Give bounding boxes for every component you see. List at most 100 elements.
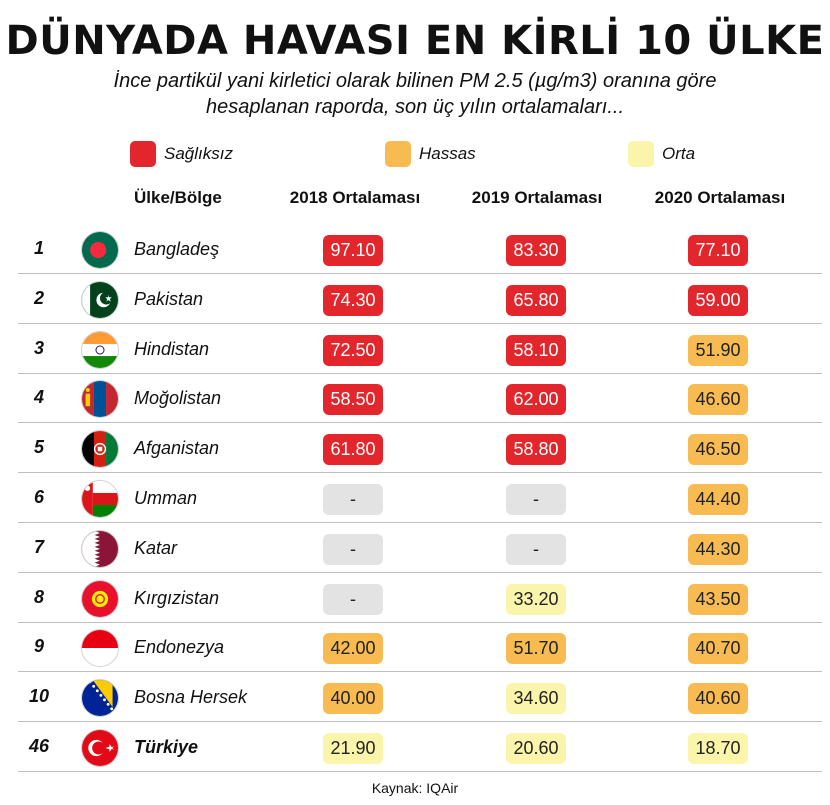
- bangladesh-flag-icon: [81, 231, 119, 269]
- subtitle-line-2: hesaplanan raporda, son üç yılın ortalam…: [205, 96, 625, 118]
- rank-number: 2: [33, 287, 44, 308]
- table-row: 10 Bosna Hersek 40.00 34.60 40.60: [18, 672, 822, 723]
- table-row: 8 Kırgızistan - 33.20 43.50: [18, 573, 822, 623]
- table-row: 2 Pakistan 74.30 65.80 59.00: [18, 274, 822, 324]
- header-2018: 2018 Ortalaması: [289, 188, 421, 207]
- table-row: 6 Umman - - 44.40: [18, 473, 822, 523]
- country-name: Endonezya: [134, 637, 225, 658]
- value-2018: 97.10: [323, 235, 383, 266]
- country-name: Hindistan: [134, 338, 210, 359]
- row-divider: [18, 273, 822, 274]
- source-note: Kaynak: IQAir: [371, 780, 459, 796]
- table-row: 3 Hindistan 72.50 58.10 51.90: [18, 324, 822, 374]
- table-row: 9 Endonezya 42.00 51.70 40.70: [18, 622, 822, 673]
- value-2019: -: [506, 484, 566, 515]
- table-row: 46 Türkiye 21.90 20.60 18.70: [18, 722, 822, 772]
- value-2019: 51.70: [506, 633, 566, 665]
- page-title: DÜNYADA HAVASI EN KİRLİ 10 ÜLKE: [5, 18, 825, 64]
- subtitle-line-1: İnce partikül yani kirletici olarak bili…: [113, 70, 717, 92]
- value-2020: 44.30: [688, 533, 748, 565]
- rank-number: 46: [28, 736, 50, 756]
- india-flag-icon: [81, 330, 119, 369]
- legend-item-sensitive: Hassas: [385, 140, 476, 168]
- country-name: Umman: [134, 488, 198, 508]
- table-row: 5 Afganistan 61.80 58.80 46.50: [18, 423, 822, 474]
- row-divider: [18, 422, 822, 424]
- rank-number: 3: [33, 337, 44, 358]
- table-row: 1 Bangladeş 97.10 83.30 77.10: [18, 224, 822, 274]
- value-2018: 21.90: [323, 733, 383, 764]
- legend-item-unhealthy: Sağlıksız: [130, 140, 233, 168]
- rank-number: 6: [33, 487, 44, 507]
- country-name: Moğolistan: [134, 388, 222, 409]
- country-name: Bosna Hersek: [134, 687, 248, 708]
- header-2019: 2019 Ortalaması: [471, 188, 603, 207]
- value-2020: 77.10: [688, 235, 748, 266]
- legend-item-moderate: Orta: [628, 140, 695, 168]
- value-2018: -: [323, 533, 383, 565]
- value-2018: -: [323, 583, 383, 615]
- country-name: Bangladeş: [134, 239, 220, 259]
- value-2019: 33.20: [506, 583, 566, 615]
- value-2020: 44.40: [688, 484, 748, 515]
- row-divider: [18, 522, 822, 523]
- value-2019: 58.80: [506, 434, 566, 466]
- afghanistan-flag-icon: [81, 430, 119, 469]
- rank-number: 8: [33, 586, 44, 607]
- row-divider: [18, 621, 822, 623]
- value-2020: 46.60: [688, 384, 748, 416]
- qatar-flag-icon: [81, 529, 119, 568]
- rank-number: 9: [33, 636, 44, 657]
- rank-number: 4: [33, 387, 44, 408]
- row-divider: [18, 771, 822, 772]
- row-divider: [18, 571, 822, 573]
- value-2018: 61.80: [323, 434, 383, 466]
- value-2019: 62.00: [506, 384, 566, 416]
- value-2020: 40.60: [688, 683, 748, 715]
- value-2019: 20.60: [506, 733, 566, 764]
- rank-number: 7: [33, 536, 44, 557]
- header-2020: 2020 Ortalaması: [654, 188, 786, 207]
- row-divider: [18, 671, 822, 673]
- legend-label-moderate: Orta: [662, 144, 696, 163]
- rank-number: 1: [33, 238, 44, 258]
- country-name: Kırgızistan: [134, 587, 220, 608]
- value-2018: 58.50: [323, 384, 383, 416]
- value-2020: 43.50: [688, 583, 748, 615]
- subtitle: İnce partikül yani kirletici olarak bili…: [40, 68, 790, 120]
- header-country: Ülke/Bölge: [134, 188, 222, 207]
- value-2018: 72.50: [323, 334, 383, 366]
- value-2020: 46.50: [688, 434, 748, 466]
- turkey-flag-icon: [81, 729, 119, 767]
- rank-number: 10: [28, 686, 50, 707]
- value-2020: 59.00: [688, 284, 748, 316]
- row-divider: [18, 472, 822, 474]
- value-2020: 40.70: [688, 633, 748, 665]
- row-divider: [18, 721, 822, 723]
- legend-swatch-sensitive: [385, 141, 411, 167]
- country-name: Afganistan: [134, 438, 220, 459]
- country-name: Türkiye: [134, 737, 199, 757]
- value-2020: 18.70: [688, 733, 748, 764]
- legend-label-sensitive: Hassas: [419, 144, 476, 163]
- value-2018: 40.00: [323, 683, 383, 715]
- value-2020: 51.90: [688, 334, 748, 366]
- oman-flag-icon: [81, 480, 119, 518]
- legend-swatch-moderate: [628, 141, 654, 167]
- table-row: 4 Moğolistan 58.50 62.00 46.60: [18, 373, 822, 424]
- legend-label-unhealthy: Sağlıksız: [164, 144, 233, 163]
- value-2018: 74.30: [323, 284, 383, 316]
- value-2019: 34.60: [506, 683, 566, 715]
- table-row: 7 Katar - - 44.30: [18, 523, 822, 573]
- indonesia-flag-icon: [81, 629, 119, 668]
- bosnia-flag-icon: [81, 679, 119, 718]
- mongolia-flag-icon: [81, 380, 119, 419]
- legend-swatch-unhealthy: [130, 141, 156, 167]
- value-2019: -: [506, 533, 566, 565]
- country-name: Pakistan: [134, 288, 204, 309]
- value-2019: 58.10: [506, 334, 566, 366]
- row-divider: [18, 322, 822, 324]
- row-divider: [18, 372, 822, 374]
- value-2019: 83.30: [506, 235, 566, 266]
- country-name: Katar: [134, 537, 178, 558]
